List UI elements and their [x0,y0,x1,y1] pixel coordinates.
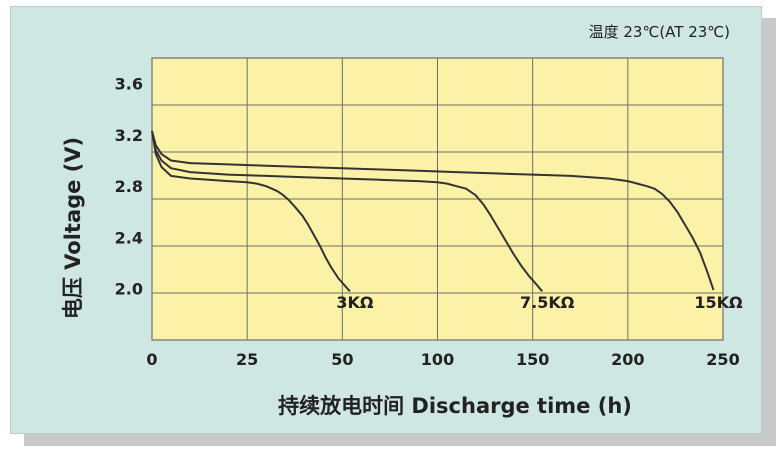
x-tick-label: 25 [236,350,258,369]
x-tick-label: 100 [421,350,454,369]
series-label: 15KΩ [694,293,743,312]
grid-lines [152,58,723,340]
x-tick-label: 0 [146,350,157,369]
x-tick-label: 150 [516,350,549,369]
y-tick-label: 2.8 [115,177,143,196]
x-axis-label: 持续放电时间 Discharge time (h) [278,394,632,418]
y-axis-label: 电压 Voltage (V) [61,137,85,319]
series-line [151,130,543,292]
y-tick-label: 2.4 [115,228,143,247]
x-tick-label: 50 [331,350,353,369]
discharge-curves [151,130,715,292]
series-label: 3KΩ [336,293,374,312]
y-tick-label: 3.2 [115,126,143,145]
y-tick-labels: 2.0 2.4 2.8 3.2 3.6 [115,75,143,299]
y-tick-label: 3.6 [115,75,143,94]
x-tick-label: 250 [706,350,739,369]
x-tick-label: 200 [611,350,644,369]
y-tick-label: 2.0 [115,280,143,299]
series-label: 7.5KΩ [520,293,575,312]
curve-labels: 3KΩ 7.5KΩ 15KΩ [336,293,743,312]
chart-title: 温度 23℃(AT 23℃) [589,23,730,41]
series-line [151,130,715,291]
x-tick-labels: 0 25 50 100 150 200 250 [146,350,739,369]
series-line [151,130,351,292]
